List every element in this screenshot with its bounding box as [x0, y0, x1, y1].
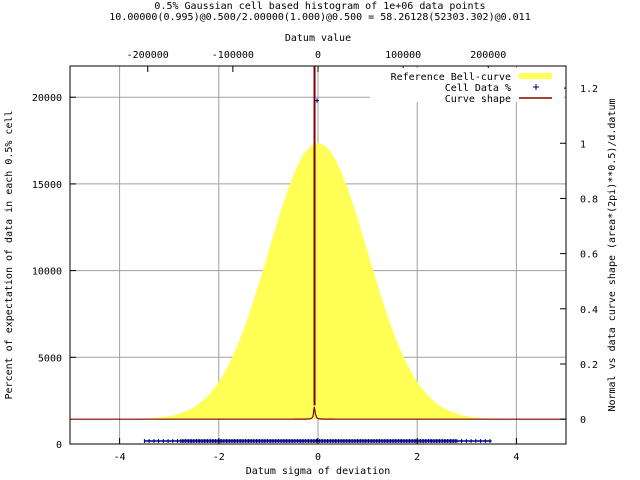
right-tick-label: 0.8: [580, 194, 598, 205]
y-tick-label: 20000: [32, 93, 62, 104]
y-tick-label: 15000: [32, 180, 62, 191]
x-tick-label: -4: [114, 452, 126, 463]
top-tick-label: -100000: [212, 50, 254, 61]
top-axis-label: Datum value: [285, 33, 351, 44]
y-axis-label: Percent of expectation of data in each 0…: [4, 111, 15, 400]
x-tick-label: 4: [513, 452, 519, 463]
legend-label: Cell Data %: [445, 83, 511, 94]
top-tick-label: 100000: [385, 50, 421, 61]
x-tick-label: -2: [213, 452, 225, 463]
bell-curve-area: [70, 143, 566, 420]
right-tick-label: 0.4: [580, 305, 598, 316]
right-axis-label: Normal vs data curve shape (area*(2pi)**…: [607, 98, 618, 411]
top-tick-label: -200000: [127, 50, 169, 61]
top-tick-label: 0: [315, 50, 321, 61]
right-tick-label: 0.6: [580, 250, 598, 261]
legend-swatch-points: [533, 84, 539, 90]
legend-swatch-bell: [519, 73, 552, 79]
cell-data-point: [315, 98, 320, 103]
right-tick-label: 1.2: [580, 84, 598, 95]
right-tick-label: 1: [580, 139, 586, 150]
legend-label: Reference Bell-curve: [391, 72, 511, 83]
right-tick-label: 0.2: [580, 360, 598, 371]
y-tick-label: 10000: [32, 267, 62, 278]
top-tick-label: 200000: [470, 50, 506, 61]
right-tick-label: 0: [580, 415, 586, 426]
x-tick-label: 2: [414, 452, 420, 463]
x-tick-label: 0: [315, 452, 321, 463]
chart-title-line2: 10.00000(0.995)@0.500/2.00000(1.000)@0.5…: [109, 12, 530, 23]
curve-shape-line: [70, 406, 566, 420]
y-tick-label: 5000: [38, 353, 62, 364]
legend-label: Curve shape: [445, 94, 511, 105]
x-axis-label: Datum sigma of deviation: [246, 466, 391, 477]
chart-title-line1: 0.5% Gaussian cell based histogram of 1e…: [154, 1, 485, 12]
y-tick-label: 0: [56, 440, 62, 451]
